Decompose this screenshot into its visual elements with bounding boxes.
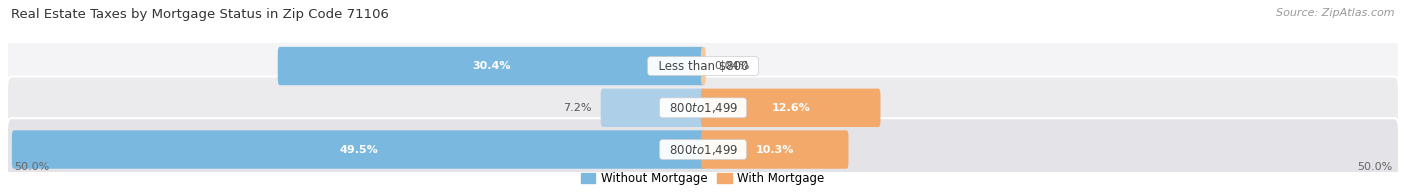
FancyBboxPatch shape [11,130,704,169]
Text: $800 to $1,499: $800 to $1,499 [662,142,744,157]
Text: 7.2%: 7.2% [564,103,592,113]
FancyBboxPatch shape [702,89,880,127]
Text: 30.4%: 30.4% [472,61,510,71]
Text: 12.6%: 12.6% [772,103,810,113]
Text: 49.5%: 49.5% [339,144,378,154]
FancyBboxPatch shape [7,118,1399,181]
FancyBboxPatch shape [702,130,848,169]
FancyBboxPatch shape [278,47,704,85]
Text: 0.04%: 0.04% [714,61,749,71]
Text: 10.3%: 10.3% [755,144,794,154]
FancyBboxPatch shape [702,47,706,85]
Text: Less than $800: Less than $800 [651,60,755,73]
FancyBboxPatch shape [7,76,1399,139]
Text: 50.0%: 50.0% [1357,162,1392,172]
Text: Source: ZipAtlas.com: Source: ZipAtlas.com [1277,8,1395,18]
Text: 50.0%: 50.0% [14,162,49,172]
Legend: Without Mortgage, With Mortgage: Without Mortgage, With Mortgage [576,167,830,190]
FancyBboxPatch shape [7,35,1399,97]
Text: Real Estate Taxes by Mortgage Status in Zip Code 71106: Real Estate Taxes by Mortgage Status in … [11,8,389,21]
Text: $800 to $1,499: $800 to $1,499 [662,101,744,115]
FancyBboxPatch shape [600,89,704,127]
